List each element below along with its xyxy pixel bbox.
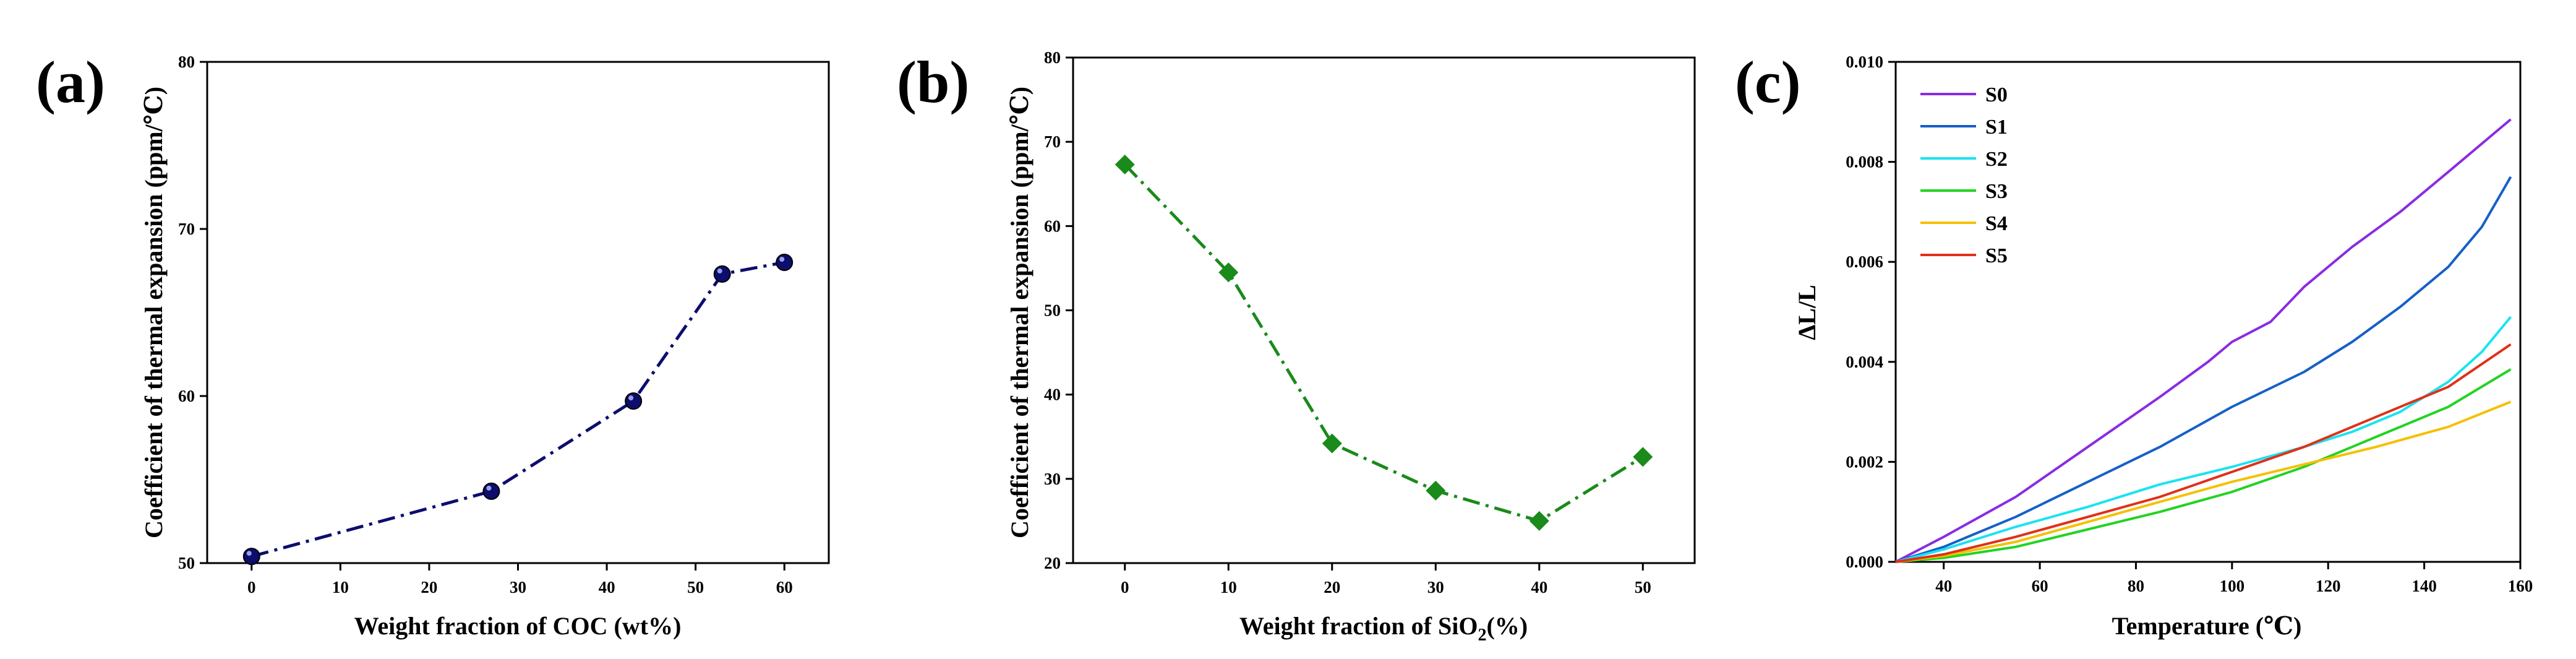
series-line-s5 [1895, 343, 2512, 563]
b-y-tick-label: 30 [1044, 470, 1061, 488]
b-y-tick-label: 60 [1044, 217, 1061, 235]
x-axis-title-a: Weight fraction of COC (wt%) [354, 612, 682, 640]
plot-frame-a [206, 61, 830, 564]
legend-label-s0: S0 [1985, 84, 2008, 106]
a-x-tick-label: 50 [687, 578, 704, 597]
legend-label-s3: S3 [1985, 180, 2008, 203]
c-x-tick-label: 120 [2316, 577, 2341, 595]
b-x-tick-label: 20 [1324, 578, 1340, 597]
data-point-a-highlight [779, 257, 785, 262]
a-x-tick-label: 10 [332, 578, 349, 597]
b-x-tick-label: 40 [1531, 578, 1547, 597]
c-x-tick-label: 160 [2508, 577, 2533, 595]
a-x-tick-label: 30 [510, 578, 526, 597]
series-line-b [1123, 163, 1644, 523]
b-y-tick-label: 50 [1044, 301, 1061, 320]
legend-label-s5: S5 [1985, 244, 2008, 267]
panel-label-b: (b) [897, 49, 969, 115]
c-x-tick-label: 80 [2128, 577, 2144, 595]
a-x-tick-label: 60 [776, 578, 793, 597]
data-point-a-highlight [246, 551, 252, 556]
b-x-tick-label: 10 [1220, 578, 1237, 597]
data-point-a-highlight [628, 395, 634, 401]
a-y-tick-label: 50 [178, 554, 195, 572]
data-point-b [1529, 510, 1549, 531]
b-x-tick-label: 50 [1635, 578, 1651, 597]
series-line-s0 [1895, 118, 2512, 563]
c-y-tick-label: 0.008 [1846, 153, 1883, 171]
data-point-a [713, 265, 731, 283]
c-x-tick-label: 140 [2411, 577, 2437, 595]
b-x-tick-label: 0 [1121, 578, 1129, 597]
c-x-tick-label: 100 [2220, 577, 2245, 595]
chart-panel-c: 40 60 80 100 120 140 160 0.000 0.002 0.004 0.006 0.… [1793, 53, 2533, 640]
data-point-a [242, 548, 260, 566]
a-x-tick-label: 20 [421, 578, 437, 597]
y-axis-title-a: Coefficient of thermal expansion (ppm/℃) [140, 87, 168, 538]
c-y-tick-label: 0.004 [1846, 353, 1883, 371]
ticks-b: 0 10 20 30 40 50 20 30 40 50 60 70 80 [1044, 48, 1651, 597]
markers-b [1115, 154, 1653, 531]
series-lines-c [1895, 118, 2512, 563]
ticks-a: 0 10 20 30 40 50 60 50 60 70 80 [178, 53, 793, 597]
data-point-a [625, 392, 643, 410]
panel-label-a: (a) [36, 49, 105, 115]
series-line-a [251, 261, 785, 558]
x-axis-title-c: Temperature (℃) [2112, 612, 2302, 640]
data-point-b [1322, 433, 1342, 454]
data-point-b [1633, 447, 1653, 467]
c-y-tick-label: 0.010 [1846, 53, 1883, 71]
data-point-b [1115, 154, 1135, 174]
c-y-tick-label: 0.006 [1846, 252, 1883, 271]
b-y-tick-label: 40 [1044, 385, 1061, 404]
series-line-s1 [1895, 176, 2512, 563]
c-y-tick-label: 0.002 [1846, 452, 1883, 471]
x-axis-title-b: Weight fraction of SiO2(%) [1239, 612, 1528, 645]
legend-label-s2: S2 [1985, 148, 2008, 171]
plot-frame-c [1894, 61, 2522, 563]
b-y-tick-label: 70 [1044, 132, 1061, 151]
panel-label-c: (c) [1735, 49, 1801, 115]
data-point-b [1426, 480, 1446, 501]
legend-label-s4: S4 [1985, 212, 2008, 235]
a-y-tick-label: 60 [178, 387, 195, 405]
a-x-tick-label: 40 [599, 578, 615, 597]
y-axis-title-b: Coefficient of thermal expansion (ppm/℃) [1006, 87, 1033, 538]
markers-a [242, 254, 794, 566]
legend-label-s1: S1 [1985, 116, 2008, 139]
series-line-s3 [1895, 368, 2512, 563]
series-line-s2 [1895, 316, 2512, 563]
data-point-a-highlight [717, 268, 722, 274]
data-point-a [776, 254, 794, 271]
ticks-c: 40 60 80 100 120 140 160 0.000 0.002 0.004 0.006 0.… [1846, 53, 2533, 595]
plot-frame-b [1072, 56, 1696, 564]
a-y-tick-label: 70 [178, 220, 195, 238]
y-axis-title-c: ΔL/L [1793, 285, 1821, 340]
legend: S0 S1 S2 S3 S4 S5 [1920, 84, 2008, 267]
c-y-tick-label: 0.000 [1846, 553, 1883, 571]
a-y-tick-label: 80 [178, 53, 195, 71]
chart-panel-a: 0 10 20 30 40 50 60 50 60 70 80 Weight fraction of… [140, 53, 830, 640]
b-y-tick-label: 20 [1044, 554, 1061, 572]
b-x-tick-label: 30 [1427, 578, 1444, 597]
data-point-a-highlight [486, 485, 492, 491]
series-line-s4 [1895, 400, 2512, 563]
b-y-tick-label: 80 [1044, 48, 1061, 67]
c-x-tick-label: 60 [2032, 577, 2048, 595]
data-point-b [1218, 262, 1239, 283]
data-point-a [482, 482, 500, 500]
c-x-tick-label: 40 [1935, 577, 1952, 595]
chart-panel-b: 0 10 20 30 40 50 20 30 40 50 60 70 80 Weight fractio… [1006, 48, 1696, 645]
a-x-tick-label: 0 [247, 578, 256, 597]
